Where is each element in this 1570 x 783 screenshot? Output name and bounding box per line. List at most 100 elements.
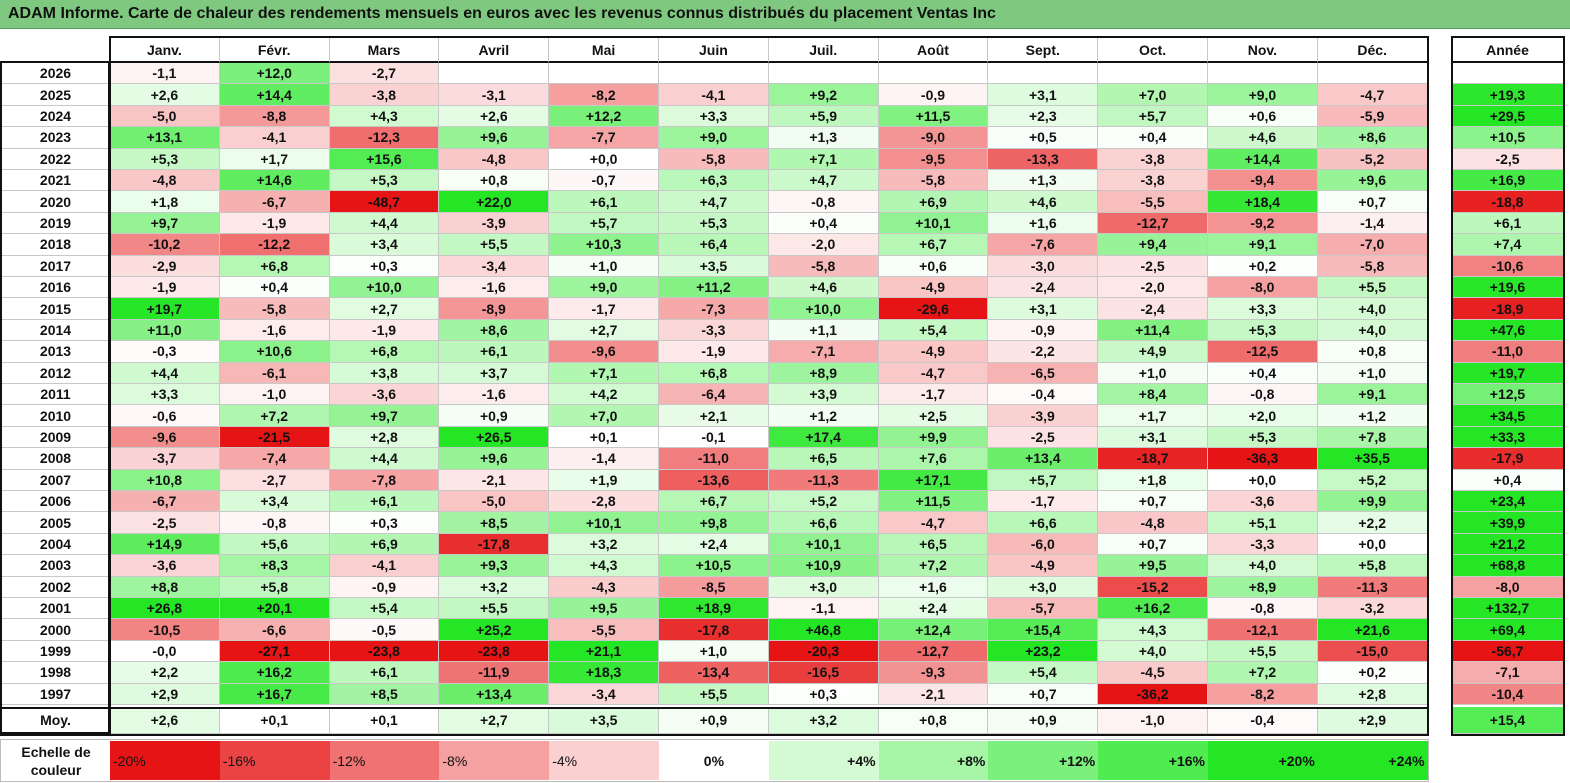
heatmap-cell: +10,1 <box>768 533 879 556</box>
heatmap-cell: +0,9 <box>439 405 550 427</box>
heatmap-cell: +1,0 <box>659 640 769 663</box>
heatmap-cell: +5,4 <box>988 662 1099 684</box>
year-label: 2022 <box>2 148 110 170</box>
heatmap-cell: -7,3 <box>659 298 769 320</box>
heatmap-cell: +9,1 <box>1317 384 1428 406</box>
month-header: Mai <box>549 36 659 63</box>
annual-cell: +132,7 <box>1452 598 1564 620</box>
avg-cell: +0,1 <box>219 707 330 734</box>
heatmap-cell: -4,7 <box>1317 84 1428 106</box>
heatmap-cell: -5,8 <box>219 298 330 320</box>
heatmap-cell: +6,9 <box>878 191 989 213</box>
year-label: 2012 <box>2 362 110 384</box>
heatmap-cell: -0,8 <box>768 191 879 213</box>
heatmap-cell: -2,7 <box>329 63 440 85</box>
month-header: Août <box>878 36 989 63</box>
heatmap-cell: +3,1 <box>988 84 1099 106</box>
heatmap-cell: -2,0 <box>768 234 879 256</box>
heatmap-cell: -4,1 <box>659 84 769 106</box>
heatmap-cell: +3,2 <box>549 533 659 556</box>
year-label: 2019 <box>2 212 110 235</box>
heatmap-cell: -48,7 <box>329 191 440 213</box>
heatmap-cell: +6,5 <box>768 448 879 470</box>
heatmap-cell: +2,9 <box>110 683 220 705</box>
annual-cell: -10,6 <box>1452 255 1564 277</box>
heatmap-cell: -3,4 <box>549 683 659 705</box>
heatmap-cell: +9,7 <box>110 212 220 235</box>
heatmap-cell: -9,0 <box>878 127 989 149</box>
heatmap-cell: +11,0 <box>110 319 220 342</box>
heatmap-cell: +1,6 <box>988 212 1099 235</box>
color-scale-swatch: -4% <box>549 741 659 780</box>
heatmap-cell: +5,5 <box>1208 640 1318 663</box>
heatmap-cell: +5,1 <box>1208 512 1318 534</box>
heatmap-cell: -1,6 <box>439 384 550 406</box>
heatmap-cell: +4,9 <box>1098 341 1208 363</box>
heatmap-cell: +6,8 <box>329 341 440 363</box>
heatmap-cell: +6,6 <box>768 512 879 534</box>
heatmap-cell: +4,6 <box>768 277 879 299</box>
heatmap-cell: +5,7 <box>988 469 1099 491</box>
heatmap-cell: -3,0 <box>988 255 1099 277</box>
heatmap-cell: -17,8 <box>439 533 550 556</box>
heatmap-cell: -5,8 <box>1317 255 1428 277</box>
annual-cell <box>1452 63 1564 85</box>
heatmap-cell: -2,1 <box>878 683 989 705</box>
heatmap-cell: +5,5 <box>439 598 550 620</box>
avg-cell: +2,9 <box>1317 707 1428 734</box>
annual-cell: +6,1 <box>1452 212 1564 235</box>
heatmap-cell: +0,3 <box>329 255 440 277</box>
heatmap-cell: +2,0 <box>1208 405 1318 427</box>
heatmap-cell: +6,7 <box>659 491 769 513</box>
heatmap-cell: +5,8 <box>219 576 330 598</box>
annual-cell: +21,2 <box>1452 533 1564 556</box>
heatmap-cell: -7,7 <box>549 127 659 149</box>
heatmap-cell: -5,5 <box>549 619 659 641</box>
year-label: 1998 <box>2 662 110 684</box>
heatmap-cell: +0,3 <box>329 512 440 534</box>
heatmap-cell: +1,8 <box>110 191 220 213</box>
year-label: 1997 <box>2 683 110 705</box>
year-label: 2009 <box>2 426 110 449</box>
annual-cell: +0,4 <box>1452 469 1564 491</box>
heatmap-cell: -2,8 <box>549 491 659 513</box>
heatmap-cell: -17,8 <box>659 619 769 641</box>
heatmap-cell: +2,6 <box>110 84 220 106</box>
heatmap-cell: +7,2 <box>1208 662 1318 684</box>
heatmap-cell: +5,3 <box>659 212 769 235</box>
heatmap-cell: +9,9 <box>878 426 989 449</box>
heatmap-cell: +0,2 <box>1208 255 1318 277</box>
heatmap-cell: -2,5 <box>110 512 220 534</box>
heatmap-cell: -12,7 <box>1098 212 1208 235</box>
heatmap-cell: +2,8 <box>329 426 440 449</box>
heatmap-cell: +17,4 <box>768 426 879 449</box>
heatmap-cell: +1,3 <box>768 127 879 149</box>
heatmap-cell: -1,4 <box>1317 212 1428 235</box>
heatmap-cell: +5,4 <box>878 319 989 342</box>
year-label: 2000 <box>2 619 110 641</box>
heatmap-cell: +9,6 <box>1317 170 1428 192</box>
heatmap-cell: +5,4 <box>329 598 440 620</box>
heatmap-cell: -3,1 <box>439 84 550 106</box>
heatmap-cell: +5,3 <box>1208 319 1318 342</box>
avg-cell: -0,4 <box>1208 707 1318 734</box>
heatmap-cell: -12,2 <box>219 234 330 256</box>
heatmap-cell <box>988 63 1099 85</box>
heatmap-cell: +7,1 <box>549 362 659 384</box>
heatmap-cell: +9,6 <box>439 127 550 149</box>
avg-cell: +0,1 <box>329 707 440 734</box>
heatmap-cell: +2,7 <box>549 319 659 342</box>
heatmap-cell: +10,0 <box>329 277 440 299</box>
heatmap-cell: -5,9 <box>1317 105 1428 128</box>
heatmap-cell: +4,0 <box>1208 555 1318 577</box>
annual-cell: +68,8 <box>1452 555 1564 577</box>
color-scale-swatch: -12% <box>329 741 440 780</box>
heatmap-cell: +3,3 <box>1208 298 1318 320</box>
heatmap-cell: -3,8 <box>1098 170 1208 192</box>
heatmap-cell: +5,6 <box>219 533 330 556</box>
chart-title-bar: ADAM Informe. Carte de chaleur des rende… <box>0 0 1570 29</box>
heatmap-cell: -9,6 <box>110 426 220 449</box>
heatmap-cell: +5,5 <box>1317 277 1428 299</box>
avg-annual-cell: +15,4 <box>1452 707 1564 734</box>
year-label: 2024 <box>2 105 110 128</box>
